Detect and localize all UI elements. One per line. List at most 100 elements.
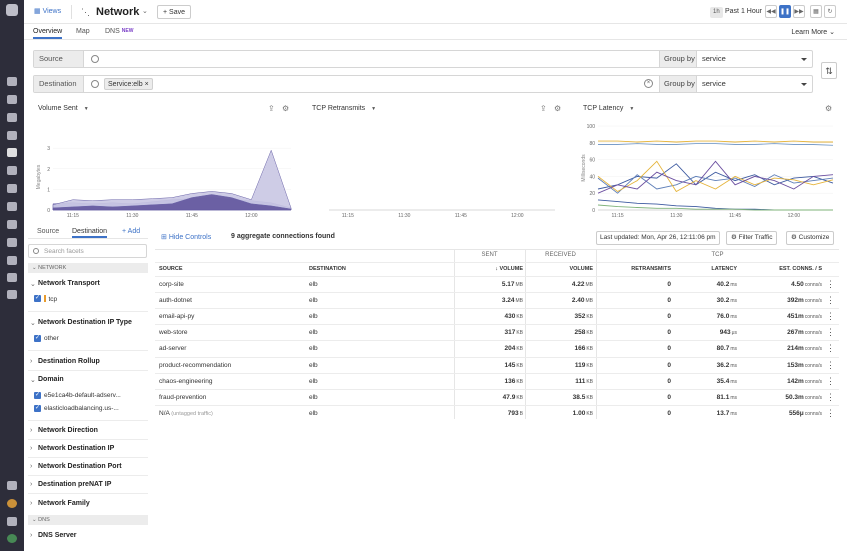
row-menu-icon[interactable]: ⋮ (826, 311, 835, 322)
row-menu-icon[interactable]: ⋮ (826, 279, 835, 289)
cell-est-conns: 392mconns/s (740, 293, 822, 309)
row-menu-icon[interactable]: ⋮ (826, 375, 835, 386)
refresh-icon[interactable]: ↻ (824, 5, 836, 18)
forward-icon[interactable]: ▶▶ (793, 5, 805, 18)
facet-network-transport[interactable]: ⌄ Network Transport (28, 280, 100, 288)
customize-button[interactable]: ⚙ Customize (786, 231, 835, 245)
learn-more-link[interactable]: Learn More ⌄ (791, 29, 835, 36)
col-est-conns[interactable]: EST. CONNS. / S (779, 266, 822, 272)
team-nav-icon[interactable] (7, 517, 17, 526)
dashboards-nav-icon[interactable] (7, 131, 17, 140)
row-menu-icon[interactable]: ⋮ (826, 391, 835, 402)
logs-nav-icon[interactable] (7, 238, 17, 247)
facet-dns-server[interactable]: › DNS Server (28, 532, 77, 539)
clear-icon[interactable]: × (644, 79, 653, 88)
metrics-nav-icon[interactable] (7, 184, 17, 193)
filter-chip[interactable]: Service:elb × (104, 78, 153, 90)
row-menu-icon[interactable]: ⋮ (826, 327, 835, 338)
gear-icon[interactable]: ⚙ (554, 104, 562, 113)
facet-destination-rollup[interactable]: › Destination Rollup (28, 358, 100, 365)
tab-map[interactable]: Map (76, 28, 90, 35)
table-row[interactable]: fraud-prevention elb 47.9KB 38.5KB 0 81.1ms 50… (155, 388, 839, 405)
row-menu-icon[interactable]: ⋮ (826, 407, 835, 418)
search-nav-icon[interactable] (7, 77, 17, 86)
row-menu-icon[interactable]: ⋮ (826, 295, 835, 306)
col-latency[interactable]: LATENCY (711, 266, 737, 272)
table-row[interactable]: web-store elb 317KB 258KB 0 943μs 267mconns/s ⋮ (155, 324, 839, 340)
table-row[interactable]: ad-server elb 204KB 166KB 0 80.7ms 214mconns/s… (155, 340, 839, 356)
source-group-by-select[interactable]: service (698, 51, 812, 67)
facet-option-tcp[interactable]: tcp (34, 294, 57, 303)
events-nav-icon[interactable] (7, 113, 17, 122)
checkbox[interactable] (34, 391, 41, 399)
panel-title[interactable]: TCP Latency ▼ (583, 105, 634, 112)
facet-destination-prenat-ip[interactable]: › Destination preNAT IP (28, 481, 111, 488)
facet-option-other[interactable]: other (34, 334, 59, 342)
facet-option-domain[interactable]: e5e1ca4b-default-adserv... (34, 391, 121, 399)
tcp-latency-title: TCP Latency (583, 105, 624, 112)
export-icon[interactable]: ⇪ (268, 104, 275, 113)
facet-search-input[interactable]: Search facets (28, 244, 147, 258)
hide-controls-button[interactable]: ⊞ Hide Controls (161, 234, 212, 241)
help-nav-icon[interactable] (7, 499, 17, 508)
table-row[interactable]: corp-site elb 5.17MB 4.22MB 0 40.2ms 4.50conns… (155, 276, 839, 292)
synthetics-nav-icon[interactable] (7, 290, 17, 299)
gear-icon[interactable]: ⚙ (282, 104, 290, 113)
cell-source: corp-site (159, 277, 184, 293)
facet-network-direction[interactable]: › Network Direction (28, 427, 98, 434)
user-avatar[interactable] (7, 534, 17, 543)
facet-label: Domain (38, 376, 64, 383)
facet-tab-source[interactable]: Source (37, 228, 60, 235)
destination-group-by-select[interactable]: service (698, 76, 812, 92)
checkbox[interactable] (34, 294, 41, 302)
table-row[interactable]: auth-dotnet elb 3.24MB 2.40MB 0 30.2ms 392mcon… (155, 292, 839, 308)
logo-icon[interactable] (6, 4, 18, 16)
table-row[interactable]: chaos-engineering elb 136KB 111KB 0 35.4ms 142… (155, 372, 839, 389)
time-range-select[interactable]: Past 1 Hour (725, 8, 762, 15)
col-received-volume[interactable]: VOLUME (569, 266, 593, 272)
facet-network-destination-ip[interactable]: › Network Destination IP (28, 445, 114, 452)
monitors-nav-icon[interactable] (7, 166, 17, 175)
facet-network-family[interactable]: › Network Family (28, 500, 90, 507)
panel-title[interactable]: Volume Sent ▼ (38, 105, 89, 112)
apm-nav-icon[interactable] (7, 220, 17, 229)
table-row[interactable]: email-api-py elb 430KB 352KB 0 76.0ms 451mconn… (155, 308, 839, 324)
facet-network-destination-ip-type[interactable]: ⌄ Network Destination IP Type (28, 319, 132, 327)
panel-title[interactable]: TCP Retransmits ▼ (312, 105, 376, 112)
cell-destination: elb (309, 361, 318, 369)
integrations-nav-icon[interactable] (7, 202, 17, 211)
row-menu-icon[interactable]: ⋮ (826, 359, 835, 370)
watchdog-nav-icon[interactable] (7, 95, 17, 104)
col-source[interactable]: SOURCE (159, 266, 183, 272)
col-destination[interactable]: DESTINATION (309, 266, 346, 272)
rewind-icon[interactable]: ◀◀ (765, 5, 777, 18)
infrastructure-nav-icon[interactable] (7, 148, 17, 157)
col-sent-volume[interactable]: ↓ VOLUME (454, 263, 523, 275)
tab-dns[interactable]: DNS NEW (105, 28, 133, 35)
filter-traffic-button[interactable]: ⚙ Filter Traffic (726, 231, 778, 245)
ux-nav-icon[interactable] (7, 273, 17, 282)
facet-option-domain[interactable]: elasticloadbalancing.us-... (34, 404, 119, 412)
calendar-icon[interactable]: ▦ (810, 5, 822, 18)
facet-domain[interactable]: ⌄ Domain (28, 376, 64, 384)
table-row[interactable]: N/A (untagged traffic) elb 793B 1.00KB 0 13.7… (155, 404, 839, 421)
pause-icon[interactable]: ❚❚ (779, 5, 791, 18)
col-retransmits[interactable]: RETRANSMITS (631, 266, 671, 272)
table-row[interactable]: product-recommendation elb 145KB 119KB 0 36.2… (155, 356, 839, 373)
save-button[interactable]: + Save (157, 5, 192, 19)
views-button[interactable]: ▦ Views (30, 5, 73, 19)
gear-icon[interactable]: ⚙ (825, 104, 833, 113)
facet-tab-destination[interactable]: Destination (72, 228, 108, 238)
checkbox[interactable] (34, 334, 41, 342)
security-nav-icon[interactable] (7, 256, 17, 265)
chevron-down-icon[interactable]: ⌄ (142, 8, 148, 15)
export-icon[interactable]: ⇪ (540, 104, 547, 113)
add-facet-button[interactable]: + Add (122, 228, 141, 235)
checkbox[interactable] (34, 404, 41, 412)
row-menu-icon[interactable]: ⋮ (826, 343, 835, 354)
swap-icon[interactable]: ⇅ (821, 62, 837, 79)
chat-nav-icon[interactable] (7, 481, 17, 490)
tab-overview[interactable]: Overview (33, 28, 63, 39)
close-icon[interactable]: × (144, 81, 149, 88)
facet-network-destination-port[interactable]: › Network Destination Port (28, 463, 122, 470)
